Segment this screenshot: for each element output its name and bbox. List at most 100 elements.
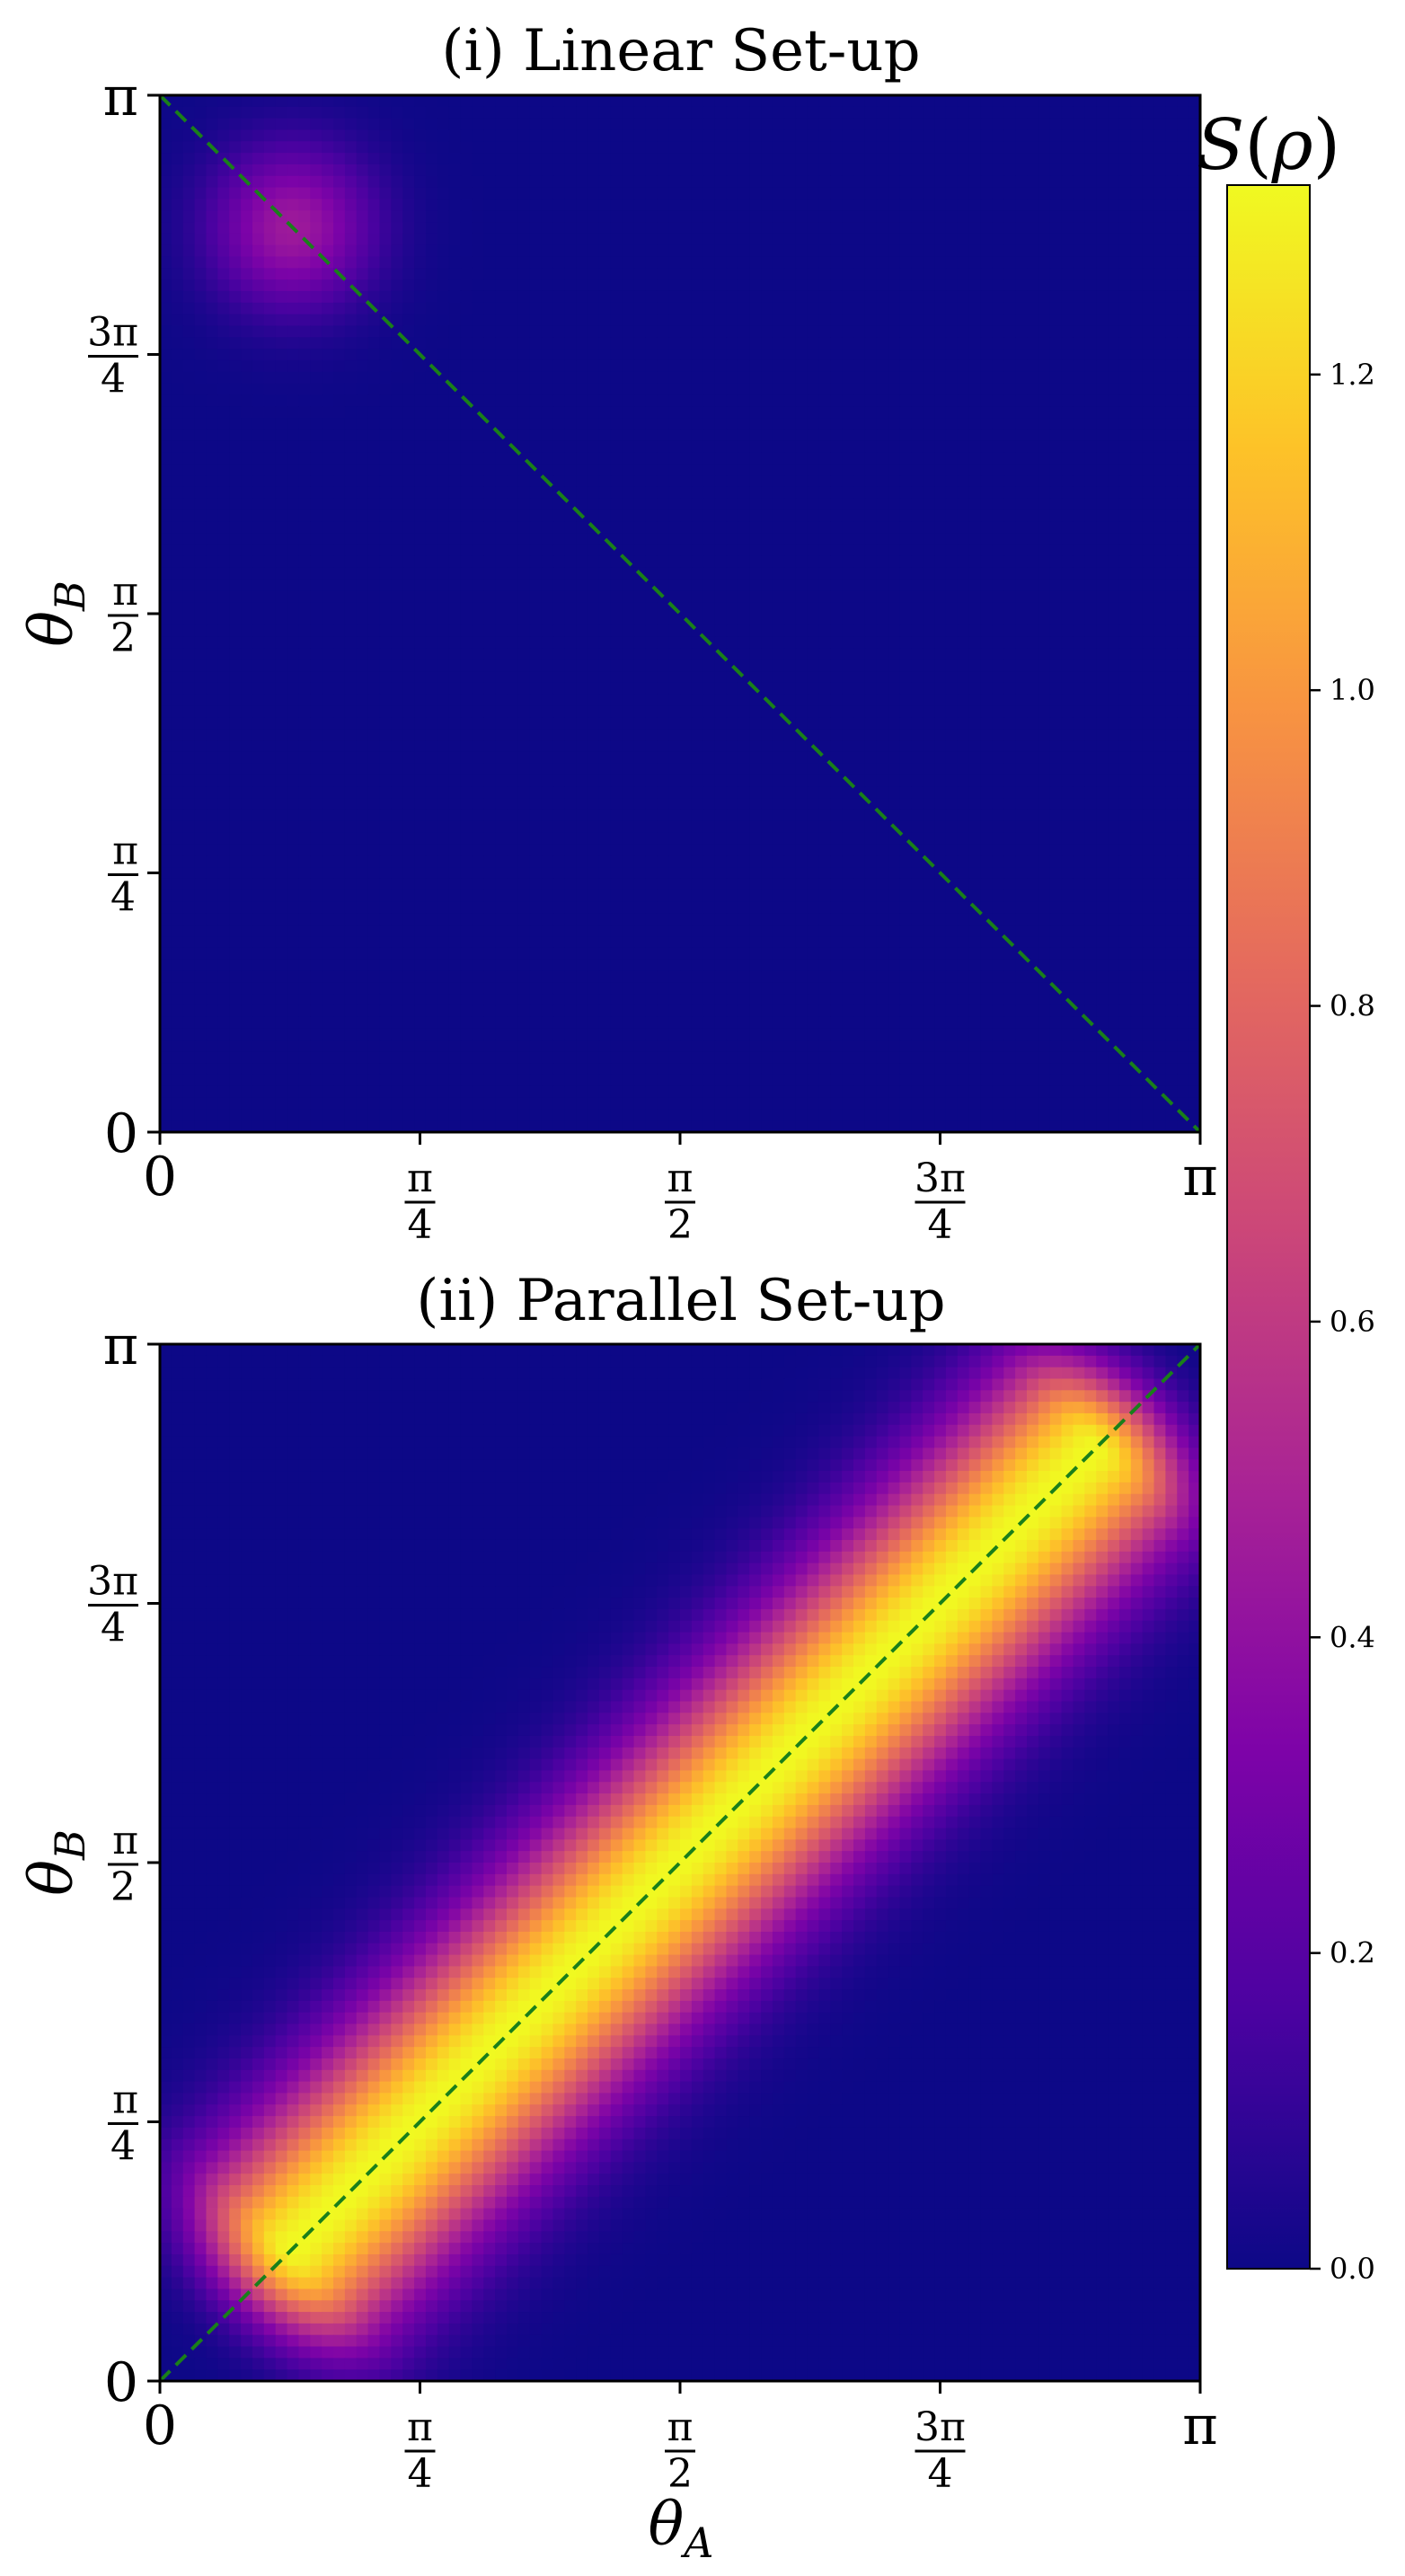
heatmap-cell xyxy=(1084,359,1097,373)
heatmap-cell xyxy=(945,175,959,189)
heatmap-cell xyxy=(680,521,693,534)
heatmap-cell xyxy=(923,682,935,695)
heatmap-cell xyxy=(1015,256,1028,269)
heatmap-cell xyxy=(968,118,982,131)
heatmap-cell xyxy=(310,590,323,603)
heatmap-cell xyxy=(241,118,253,131)
heatmap-cell xyxy=(541,682,554,695)
heatmap-cell xyxy=(1153,383,1166,395)
heatmap-cell xyxy=(1108,590,1120,603)
heatmap-cell xyxy=(437,302,450,315)
heatmap-cell xyxy=(911,579,923,591)
heatmap-cell xyxy=(414,475,427,488)
heatmap-cell xyxy=(899,279,912,292)
heatmap-cell xyxy=(1142,418,1155,430)
heatmap-cell xyxy=(761,614,773,626)
heatmap-cell xyxy=(726,222,738,235)
heatmap-cell xyxy=(1189,636,1201,650)
heatmap-cell xyxy=(344,325,358,338)
heatmap-cell xyxy=(853,199,866,211)
heatmap-cell xyxy=(298,210,311,223)
heatmap-cell xyxy=(1027,210,1039,223)
heatmap-cell xyxy=(333,475,346,488)
heatmap-cell xyxy=(934,464,947,476)
heatmap-cell xyxy=(633,614,646,626)
heatmap-cell xyxy=(194,659,208,672)
heatmap-cell xyxy=(263,222,277,235)
heatmap-cell xyxy=(876,648,889,660)
heatmap-cell xyxy=(1084,590,1097,603)
heatmap-cell xyxy=(402,705,415,718)
heatmap-cell xyxy=(229,359,242,373)
heatmap-cell xyxy=(980,624,993,638)
heatmap-cell xyxy=(241,222,253,235)
heatmap-cell xyxy=(818,325,831,338)
heatmap-cell xyxy=(633,533,646,545)
heatmap-cell xyxy=(876,175,889,189)
heatmap-cell xyxy=(702,486,716,500)
heatmap-cell xyxy=(194,509,208,523)
heatmap-cell xyxy=(945,555,959,569)
heatmap-cell xyxy=(1027,337,1039,350)
heatmap-cell xyxy=(229,394,242,407)
heatmap-cell xyxy=(783,682,797,695)
heatmap-cell xyxy=(588,729,600,741)
heatmap-cell xyxy=(576,187,588,199)
heatmap-cell xyxy=(1165,118,1178,131)
heatmap-cell xyxy=(1108,383,1120,395)
heatmap-cell xyxy=(552,521,565,534)
heatmap-cell xyxy=(564,106,577,120)
heatmap-cell xyxy=(714,682,728,695)
heatmap-cell xyxy=(529,624,543,638)
heatmap-cell xyxy=(206,383,218,395)
heatmap-cell xyxy=(252,164,265,177)
heatmap-cell xyxy=(1189,187,1201,199)
heatmap-cell xyxy=(598,440,612,454)
heatmap-cell xyxy=(1108,302,1120,315)
heatmap-cell xyxy=(507,268,519,280)
heatmap-cell xyxy=(541,302,554,315)
heatmap-cell xyxy=(853,118,866,131)
heatmap-cell xyxy=(923,371,935,385)
heatmap-cell xyxy=(1108,371,1120,385)
heatmap-cell xyxy=(899,486,912,500)
heatmap-cell xyxy=(945,187,959,199)
heatmap-cell xyxy=(1189,394,1201,407)
heatmap-cell xyxy=(807,153,819,165)
heatmap-cell xyxy=(783,579,797,591)
heatmap-cell xyxy=(529,521,543,534)
heatmap-cell xyxy=(714,567,728,580)
heatmap-cell xyxy=(853,567,866,580)
heatmap-cell xyxy=(379,337,392,350)
heatmap-cell xyxy=(483,199,496,211)
heatmap-cell xyxy=(622,567,635,580)
heatmap-cell xyxy=(1108,475,1120,488)
heatmap-cell xyxy=(206,233,218,246)
heatmap-cell xyxy=(842,383,854,395)
heatmap-cell xyxy=(795,440,809,454)
heatmap-cell xyxy=(194,440,208,454)
heatmap-cell xyxy=(252,210,265,223)
heatmap-cell xyxy=(1061,187,1074,199)
heatmap-cell xyxy=(541,153,554,165)
heatmap-cell xyxy=(1015,406,1028,419)
heatmap-cell xyxy=(414,129,427,142)
heatmap-cell xyxy=(622,118,635,131)
heatmap-cell xyxy=(160,325,172,338)
heatmap-cell xyxy=(749,555,762,569)
heatmap-cell xyxy=(957,302,970,315)
heatmap-cell xyxy=(1108,579,1120,591)
heatmap-cell xyxy=(356,694,369,707)
heatmap-cell xyxy=(598,624,612,638)
heatmap-cell xyxy=(911,129,923,142)
heatmap-cell xyxy=(229,187,242,199)
heatmap-cell xyxy=(691,717,704,730)
heatmap-cell xyxy=(807,498,819,511)
heatmap-cell xyxy=(1003,717,1016,730)
heatmap-cell xyxy=(1003,106,1016,120)
heatmap-cell xyxy=(1096,602,1109,615)
heatmap-cell xyxy=(391,222,403,235)
heatmap-cell xyxy=(483,475,496,488)
heatmap-cell xyxy=(1003,175,1016,189)
heatmap-cell xyxy=(772,210,785,223)
